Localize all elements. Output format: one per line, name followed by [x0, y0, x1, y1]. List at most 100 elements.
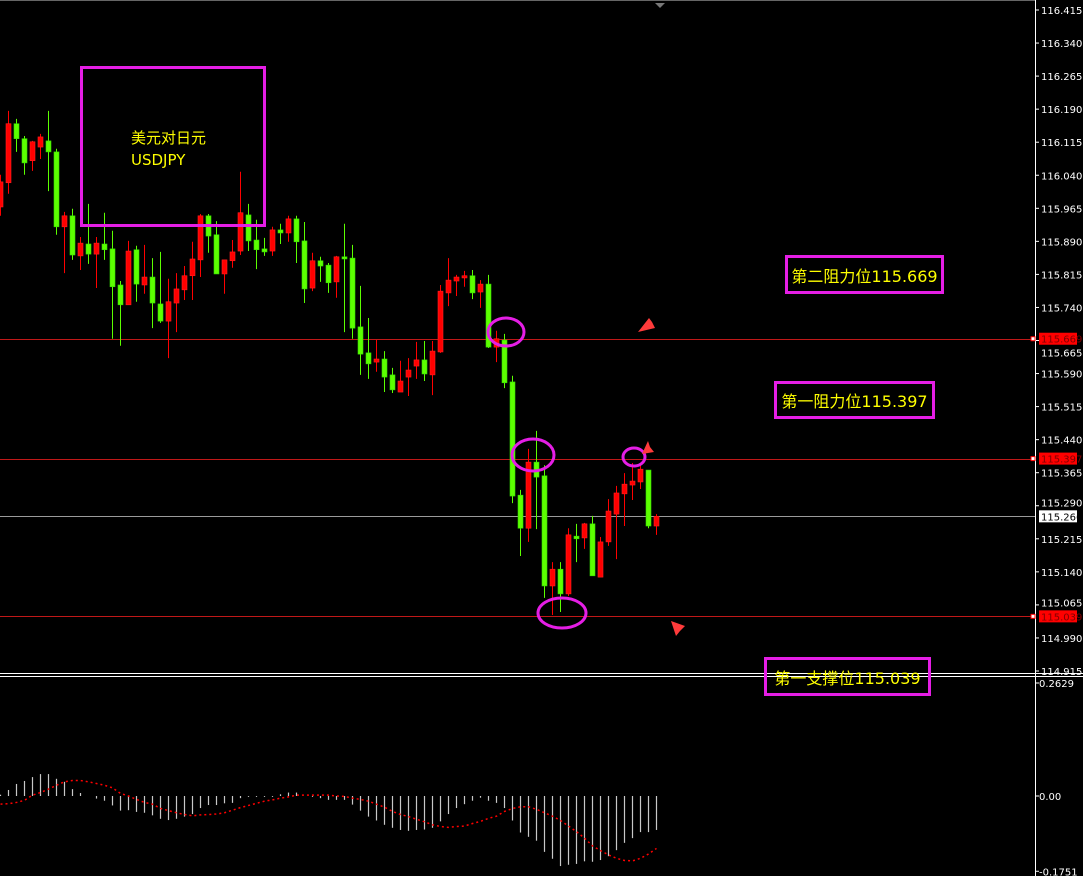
candle-body [269, 229, 276, 252]
candle [285, 215, 292, 242]
candle [357, 285, 364, 375]
candle [325, 262, 332, 293]
candle-body [237, 212, 244, 252]
candle [165, 278, 172, 359]
price-tag [1039, 610, 1077, 623]
candle-body [333, 256, 340, 283]
price-tag-label: 115.397 [1041, 455, 1082, 466]
candle [61, 211, 68, 274]
candle [109, 230, 116, 339]
candle [93, 236, 100, 289]
candle-body [141, 276, 148, 286]
candle-body [565, 534, 572, 595]
candle [413, 341, 420, 379]
candle-body [77, 242, 84, 257]
candle-body [621, 483, 628, 495]
candle [573, 523, 580, 563]
candle [429, 340, 436, 396]
candle-body [133, 249, 140, 285]
candle-body [437, 290, 444, 353]
horizontal-levels [0, 339, 1035, 617]
candle-body [461, 275, 468, 279]
candle [149, 258, 156, 329]
candle [565, 528, 572, 597]
candle-body [509, 381, 516, 497]
support-1-text: 第一支撑位115.039 [774, 668, 921, 688]
candle-body [157, 303, 164, 322]
candle [477, 280, 484, 308]
candle-body [365, 352, 372, 365]
candle-body [637, 468, 644, 483]
candle [317, 256, 324, 282]
candle-body [85, 243, 92, 255]
candle-body [589, 523, 596, 577]
candle [173, 273, 180, 333]
candle-body [325, 264, 332, 284]
candle-body [29, 141, 36, 162]
candle [117, 281, 124, 346]
candle [381, 351, 388, 393]
candle [13, 118, 20, 152]
candle-body [181, 275, 188, 291]
candle-body [69, 215, 76, 256]
macd-tick-label: -0.1751 [1039, 867, 1078, 876]
candle [85, 203, 92, 264]
candle-body [301, 240, 308, 290]
symbol-name-cn: 美元对日元 [131, 129, 207, 147]
candle-body [317, 260, 324, 267]
symbol-name: USDJPY [131, 151, 186, 169]
candle-body [549, 568, 556, 587]
candle [541, 465, 548, 598]
candle [29, 140, 36, 171]
candle [493, 330, 500, 363]
candle-body [645, 469, 652, 527]
candle [589, 515, 596, 577]
candle [461, 270, 468, 287]
level-marker-icon [1030, 336, 1036, 342]
arrow-icon [642, 394, 748, 454]
candle [309, 252, 316, 292]
arrow-icon [671, 621, 745, 676]
candle-body [541, 475, 548, 587]
candle [389, 367, 396, 393]
candle-body [229, 251, 236, 262]
candle [597, 537, 604, 578]
resistance-1-text: 第一阻力位115.397 [781, 392, 928, 411]
candle [21, 136, 28, 175]
arrow-icon [638, 279, 760, 332]
resistance-2-label: 第二阻力位115.669 [785, 255, 944, 294]
scroll-marker-icon[interactable] [655, 3, 665, 8]
candle [637, 463, 644, 490]
price-tick-label: 116.415 [1041, 6, 1082, 17]
candle [469, 269, 476, 300]
candle-body [389, 374, 396, 391]
candle [445, 258, 452, 307]
candle-body [37, 136, 44, 148]
price-tag [1039, 510, 1077, 523]
price-tick-label: 115.515 [1041, 403, 1082, 414]
candle [501, 333, 508, 389]
price-tick-label: 115.590 [1041, 370, 1082, 381]
candle [69, 208, 76, 260]
candle [221, 259, 228, 294]
candle-body [517, 494, 524, 529]
candle-body [197, 215, 204, 261]
candle-body [413, 359, 420, 367]
candle [645, 469, 652, 529]
candle-body [397, 380, 404, 393]
candle-body [173, 288, 180, 304]
candle-body [381, 358, 388, 378]
candle-body [45, 140, 52, 153]
candle [621, 473, 628, 527]
macd-tick-label: 0.2629 [1039, 679, 1074, 690]
candle-body [277, 229, 284, 234]
candle [5, 110, 12, 194]
candle-body [421, 359, 428, 375]
candle-body [285, 218, 292, 234]
candlesticks [0, 110, 660, 616]
highlight-ellipse [536, 596, 588, 630]
price-tick-label: 116.340 [1041, 39, 1082, 50]
candle [101, 212, 108, 260]
macd-tick-label: 0.00 [1039, 792, 1061, 803]
